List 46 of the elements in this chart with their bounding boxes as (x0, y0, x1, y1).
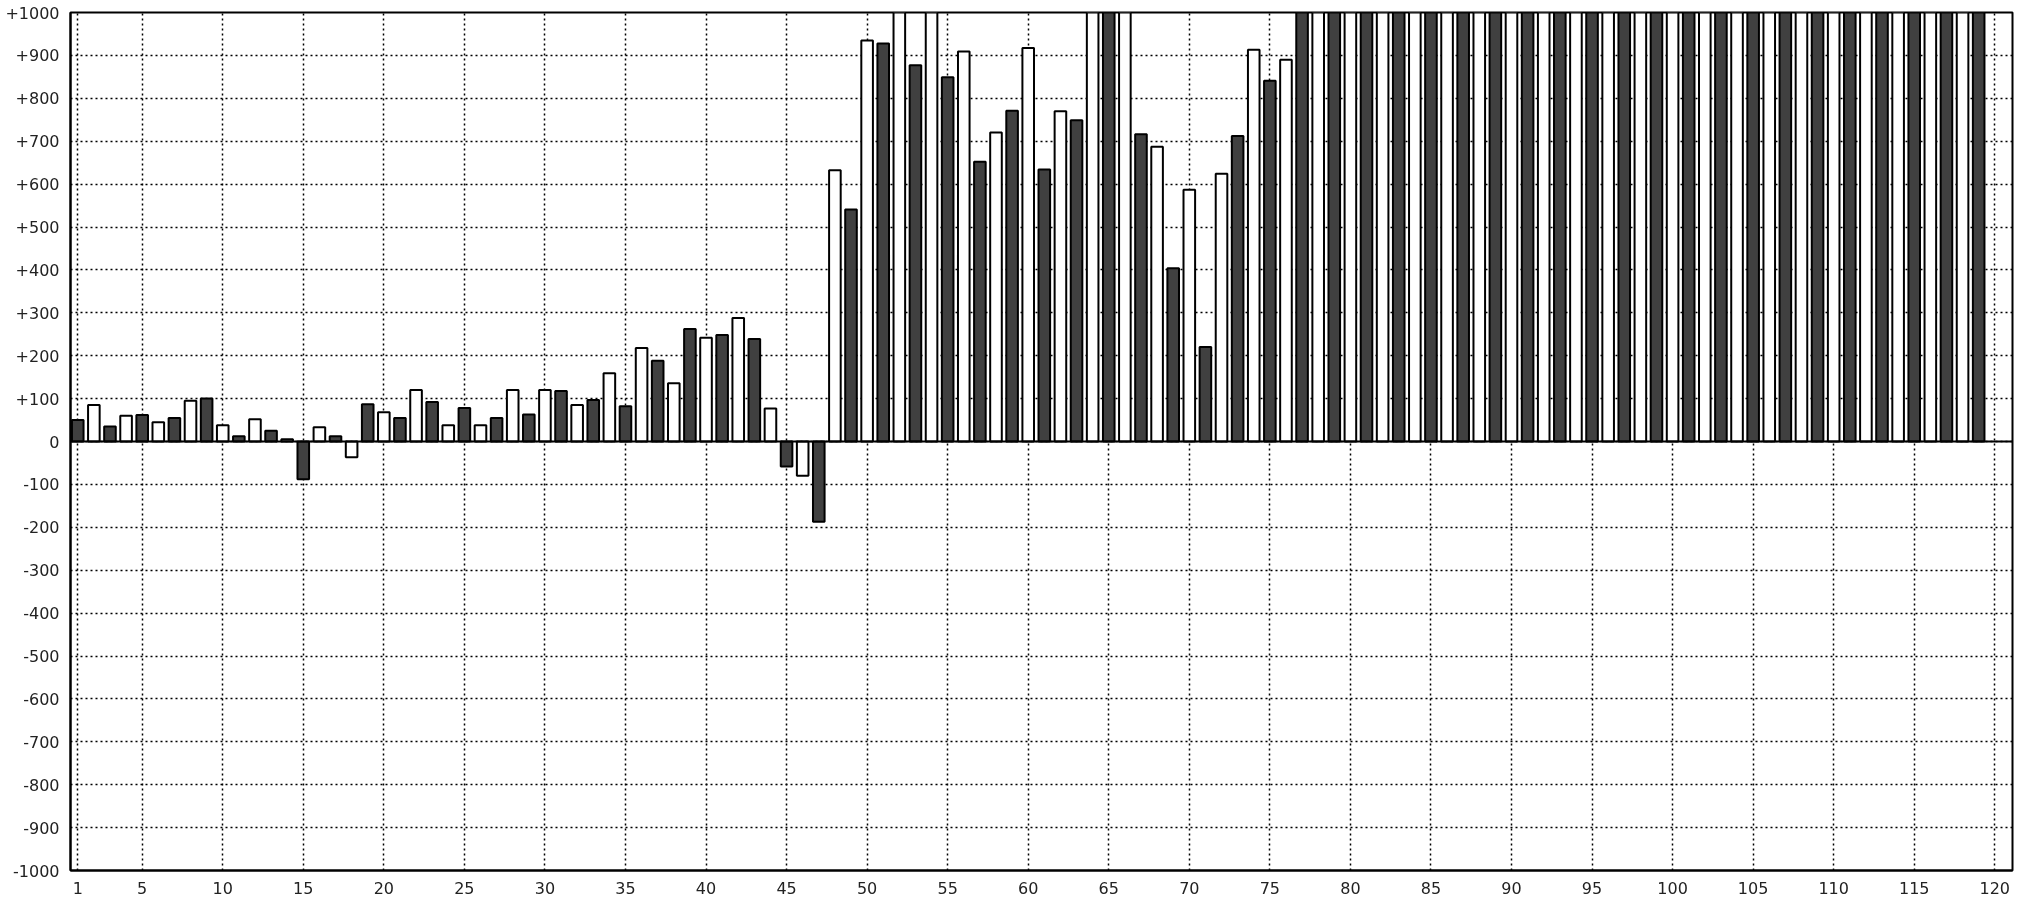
y-tick-label: +100 (15, 389, 60, 409)
x-tick-label: 70 (1179, 878, 1200, 898)
x-tick-label: 5 (137, 878, 148, 898)
x-tick-label: 95 (1581, 878, 1603, 898)
x-tick-label: 35 (615, 878, 636, 898)
x-tick-label: 120 (1979, 878, 2011, 898)
y-tick-label: -200 (23, 518, 60, 538)
y-tick-label: +800 (15, 89, 60, 109)
y-tick-label: -700 (23, 732, 60, 752)
x-tick-label: 15 (293, 878, 314, 898)
y-tick-label: -1000 (13, 861, 60, 881)
x-tick-label: 90 (1501, 878, 1522, 898)
y-tick-label: -500 (23, 647, 60, 666)
x-tick-label: 10 (212, 878, 233, 898)
y-tick-label: -800 (23, 775, 60, 795)
y-tick-label: -900 (23, 818, 60, 838)
y-tick-label: -400 (23, 604, 60, 624)
x-tick-label: 25 (454, 878, 475, 898)
x-tick-label: 115 (1898, 878, 1930, 898)
x-tick-label: 110 (1818, 878, 1849, 898)
y-tick-label: +500 (15, 218, 60, 237)
x-tick-label: 80 (1340, 878, 1361, 898)
x-tick-label: 60 (1018, 878, 1039, 898)
y-tick-label: +400 (15, 260, 60, 280)
x-tick-label: 75 (1259, 878, 1281, 898)
y-tick-label: +300 (15, 303, 60, 323)
x-tick-label: 100 (1657, 878, 1688, 898)
y-tick-label: +900 (15, 46, 60, 66)
x-tick-label: 50 (856, 878, 878, 898)
x-tick-label: 20 (373, 878, 395, 898)
y-tick-label: -100 (23, 475, 60, 495)
x-tick-label: 65 (1098, 878, 1119, 898)
x-tick-label: 85 (1420, 878, 1442, 898)
y-tick-label: +600 (15, 175, 60, 195)
x-tick-label: 1 (72, 878, 83, 898)
x-tick-label: 40 (695, 878, 717, 898)
x-tick-label: 55 (937, 878, 958, 898)
y-tick-label: +1000 (5, 3, 60, 23)
x-tick-label: 105 (1737, 878, 1769, 898)
y-tick-label: -600 (23, 689, 60, 709)
y-tick-label: +200 (15, 346, 60, 366)
x-tick-label: 45 (776, 878, 797, 898)
y-tick-label: +700 (15, 132, 60, 152)
x-tick-label: 30 (534, 878, 556, 898)
y-tick-label: 0 (49, 432, 60, 452)
y-tick-label: -300 (23, 561, 60, 581)
